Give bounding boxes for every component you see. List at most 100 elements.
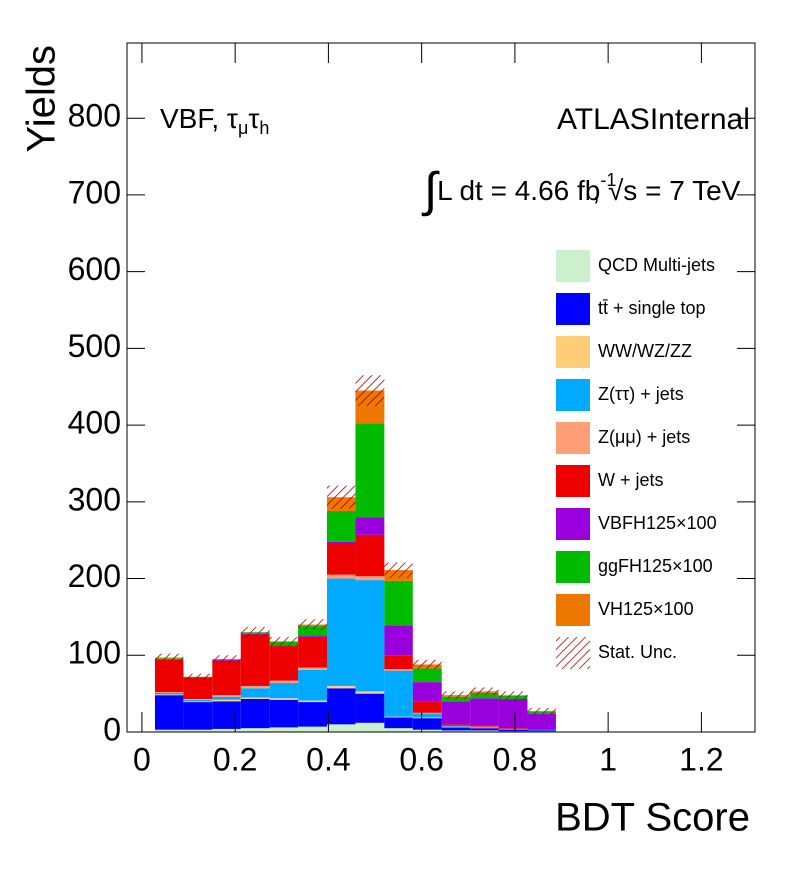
- histogram-bar: [412, 668, 442, 683]
- histogram-bar: [269, 646, 299, 681]
- legend-swatch: [556, 250, 590, 282]
- y-tick-label: 600: [68, 251, 121, 287]
- histogram-bar: [298, 700, 328, 703]
- histogram-bar: [470, 728, 499, 731]
- y-tick-label: 800: [68, 98, 121, 134]
- histogram-bar: [298, 636, 328, 668]
- histogram-bar: [240, 634, 270, 686]
- uncertainty-band: [441, 691, 471, 700]
- lumi-label: ∫L dt = 4.66 fb-1, √s = 7 TeV: [421, 164, 741, 217]
- histogram-bar: [355, 691, 385, 694]
- histogram-bar: [183, 699, 213, 700]
- histogram-bar: [269, 698, 299, 700]
- histogram-bar: [441, 701, 471, 725]
- histogram-bar: [384, 625, 413, 656]
- histogram-bar: [384, 655, 413, 670]
- histogram-bar: [412, 712, 442, 714]
- histogram-bar: [212, 699, 241, 702]
- histogram-bar: [355, 576, 385, 581]
- legend-label: VH125×100: [598, 599, 694, 619]
- histogram-bar: [327, 688, 356, 725]
- channel-label: VBF, τμτh: [160, 103, 269, 137]
- histogram-bar: [355, 580, 385, 692]
- histogram-bar: [470, 730, 499, 732]
- legend-label: VBFH125×100: [598, 513, 717, 533]
- histogram-bar: [412, 717, 442, 719]
- y-tick-label: 700: [68, 174, 121, 210]
- histogram-bar: [470, 698, 499, 726]
- histogram-bar: [355, 423, 385, 518]
- histogram-bar: [269, 699, 299, 728]
- histogram-bar: [355, 693, 385, 723]
- histogram-bar: [212, 701, 241, 729]
- x-tick-label: 0.2: [213, 741, 257, 777]
- legend-label: QCD Multi-jets: [598, 255, 715, 275]
- histogram-bar: [355, 722, 385, 732]
- uncertainty-band: [355, 375, 385, 406]
- histogram-bar: [240, 728, 270, 732]
- histogram-bar: [183, 677, 213, 700]
- histogram-bar: [498, 728, 528, 729]
- histogram-bar: [384, 670, 413, 717]
- legend-swatch: [556, 637, 590, 669]
- histogram-bar: [327, 541, 356, 545]
- uncertainty-band: [240, 626, 270, 638]
- histogram-bar: [154, 692, 184, 695]
- uncertainty-band: [298, 619, 328, 630]
- histogram-bar: [498, 729, 528, 732]
- legend-label: Z(μμ) + jets: [598, 427, 690, 447]
- legend-label: Z(ττ) + jets: [598, 384, 684, 404]
- histogram-bar: [183, 729, 213, 732]
- histogram-bar: [298, 726, 328, 732]
- histogram-bar: [327, 544, 356, 575]
- uncertainty-band: [470, 687, 499, 696]
- x-tick-label: 1: [599, 741, 617, 777]
- histogram-bar: [441, 726, 471, 728]
- legend-swatch: [556, 422, 590, 454]
- histogram-bar: [384, 728, 413, 732]
- histogram-bar: [298, 635, 328, 637]
- y-tick-label: 200: [68, 558, 121, 594]
- histogram-bar: [154, 659, 184, 693]
- x-tick-label: 0: [133, 741, 151, 777]
- plot-frame: [126, 42, 756, 733]
- marks: [154, 375, 556, 732]
- histogram-bar: [298, 669, 328, 701]
- histogram-bar: [154, 729, 184, 732]
- y-tick-label: 100: [68, 635, 121, 671]
- y-tick-label: 0: [103, 711, 121, 747]
- histogram-bar: [384, 669, 413, 671]
- legend-label: W + jets: [598, 470, 664, 490]
- histogram-bar: [441, 724, 471, 726]
- histogram-bar: [240, 699, 270, 729]
- histogram-bar: [154, 692, 184, 693]
- uncertainty-band: [412, 659, 442, 670]
- histogram-bar: [327, 511, 356, 542]
- histogram-bar: [470, 727, 499, 728]
- legend-label: ggFH125×100: [598, 556, 713, 576]
- histogram-bar: [154, 694, 184, 696]
- legend-label: WW/WZ/ZZ: [598, 341, 692, 361]
- histogram-bar: [154, 695, 184, 730]
- histogram-bar: [412, 718, 442, 730]
- uncertainty-band: [327, 485, 356, 509]
- histogram-bar: [183, 701, 213, 703]
- uncertainty-band: [269, 636, 299, 647]
- histogram-bar: [384, 716, 413, 718]
- histogram-bar: [269, 680, 299, 683]
- x-tick-label: 0.4: [306, 741, 350, 777]
- uncertainty-band: [498, 691, 528, 700]
- histogram-bar: [327, 685, 356, 689]
- legend-swatch: [556, 551, 590, 583]
- histogram-bar: [384, 580, 413, 626]
- histogram-bar: [441, 730, 471, 732]
- histogram-bar: [298, 667, 328, 670]
- histogram-bar: [240, 688, 270, 698]
- histogram-bar: [412, 729, 442, 732]
- histogram-bar: [183, 702, 213, 730]
- legend-swatch: [556, 293, 590, 325]
- histogram-bar: [240, 697, 270, 700]
- x-tick-label: 0.6: [399, 741, 443, 777]
